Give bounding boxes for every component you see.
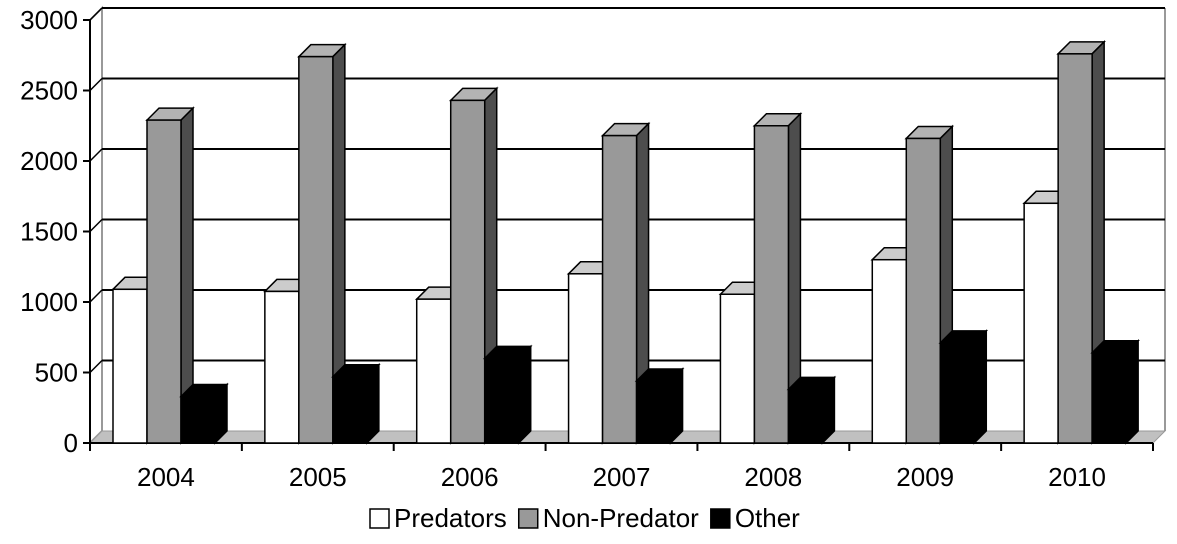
bar-front <box>1057 53 1093 444</box>
y-axis: 0 500 1000 1500 2000 2500 3000 <box>20 5 91 458</box>
bar-non-predator-2006 <box>448 86 499 445</box>
bar-front <box>264 290 300 444</box>
bar-front <box>298 55 334 444</box>
x-tick-label: 2006 <box>441 462 499 492</box>
gridline-diag <box>89 289 103 303</box>
bar-other-2010 <box>1090 338 1140 445</box>
x-tick-label: 2007 <box>593 462 651 492</box>
bar-front <box>635 380 672 444</box>
gridline-diag <box>89 77 103 92</box>
bar-other-2008 <box>786 375 837 445</box>
x-axis: 2004 2005 2006 2007 2008 2009 2010 <box>89 442 1154 492</box>
bar-front <box>483 357 520 444</box>
bar-other-2009 <box>938 329 989 445</box>
x-tick-label: 2008 <box>744 462 802 492</box>
bar-front <box>719 293 756 444</box>
legend-label: Other <box>735 503 800 533</box>
bar-front <box>601 134 638 444</box>
bar-front <box>905 137 942 444</box>
bar-front <box>939 342 976 444</box>
y-tick-label: 2500 <box>20 76 78 106</box>
bar-non-predator-2010 <box>1056 40 1106 445</box>
bar-other-2006 <box>482 344 533 445</box>
legend-swatch <box>369 508 390 529</box>
bars <box>111 40 1140 445</box>
bar-front <box>332 375 368 444</box>
bar-front <box>753 125 790 444</box>
legend-label: Non-Predator <box>543 503 699 533</box>
bar-front <box>787 388 824 444</box>
y-tick-label: 1000 <box>20 287 78 317</box>
bar-side <box>1125 338 1139 445</box>
bar-non-predator-2008 <box>752 111 803 445</box>
x-tick-label: 2004 <box>137 462 195 492</box>
legend: Predators Non-Predator Other <box>369 503 800 533</box>
bar-other-2005 <box>331 362 381 445</box>
bar-side <box>366 362 380 445</box>
gridline-diag <box>89 359 103 374</box>
bar-front <box>146 119 182 444</box>
bar-other-2007 <box>634 367 685 445</box>
bar-front <box>180 395 216 444</box>
bar-side <box>517 344 532 445</box>
bar-front <box>415 298 452 444</box>
gridline-diag <box>89 7 103 21</box>
y-tick-label: 1500 <box>20 217 78 247</box>
gridline-diag <box>89 148 103 162</box>
bar-side <box>669 367 684 445</box>
bar-non-predator-2004 <box>145 106 195 445</box>
legend-swatch <box>710 508 731 529</box>
y-tick-label: 2000 <box>20 146 78 176</box>
gridline-diag <box>89 218 103 233</box>
bar-front <box>112 288 148 444</box>
bar-front <box>1023 202 1059 444</box>
bar-side <box>973 329 988 445</box>
legend-label: Predators <box>394 503 507 533</box>
x-tick-label: 2005 <box>289 462 347 492</box>
bar-front <box>567 273 604 444</box>
bar-other-2004 <box>179 382 229 445</box>
bar-front <box>449 99 486 444</box>
bar-front <box>871 258 908 444</box>
x-tick-label: 2009 <box>896 462 954 492</box>
bar-front <box>1091 352 1127 444</box>
x-tick-label: 2010 <box>1048 462 1106 492</box>
legend-swatch <box>517 508 539 529</box>
y-tick-label: 0 <box>64 428 78 458</box>
y-tick-label: 500 <box>35 358 78 388</box>
y-tick-label: 3000 <box>20 5 78 35</box>
bar-side <box>821 375 836 445</box>
bar-non-predator-2005 <box>297 42 347 445</box>
